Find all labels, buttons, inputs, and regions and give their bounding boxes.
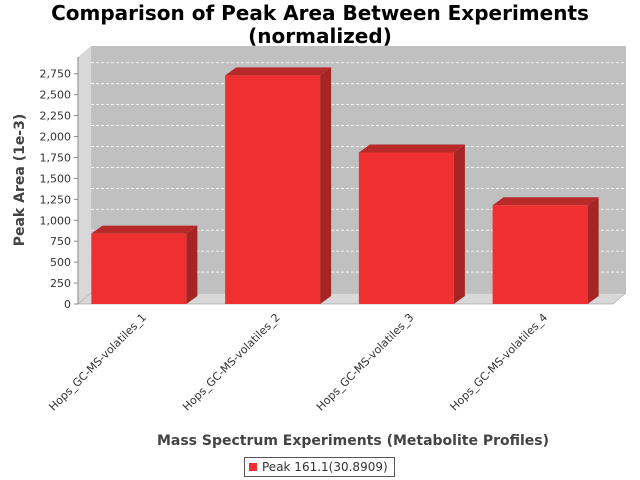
bar-front (225, 75, 321, 304)
y-tick-label: 2,500 (40, 89, 72, 102)
chart-title-line-1: Comparison of Peak Area Between Experime… (51, 1, 589, 25)
chart-title-line-2: (normalized) (248, 24, 392, 48)
bar-side (587, 197, 599, 304)
bar-top (358, 144, 465, 153)
bars (91, 67, 599, 304)
y-tick-label: 500 (50, 256, 71, 269)
y-tick-label: 1,500 (40, 172, 72, 185)
bar-top (492, 197, 599, 206)
x-tick-label: Hops_GC-MS-volatiles_3 (314, 311, 417, 414)
x-tick-label: Hops_GC-MS-volatiles_1 (46, 311, 149, 414)
bar-2 (225, 67, 332, 304)
y-tick-label: 250 (50, 277, 71, 290)
plot-left-wall (78, 46, 91, 304)
x-axis: Hops_GC-MS-volatiles_1 Hops_GC-MS-volatil… (46, 311, 550, 414)
y-tick-label: 1,750 (40, 151, 72, 164)
x-tick-label: Hops_GC-MS-volatiles_2 (180, 311, 283, 414)
bar-front (91, 233, 187, 304)
legend: Peak 161.1(30.8909) (244, 457, 395, 477)
bar-side (320, 67, 332, 304)
bar-front (358, 152, 454, 304)
bar-front (492, 205, 588, 304)
y-tick-label: 2,000 (40, 131, 72, 144)
bar-1 (91, 225, 198, 304)
y-tick-label: 0 (64, 298, 71, 311)
bar-chart: 0 250 500 750 1,000 1,250 1,500 1,750 2,000 2,250… (12, 46, 627, 449)
y-tick-label: 1,000 (40, 214, 72, 227)
legend-label: Peak 161.1(30.8909) (262, 460, 388, 474)
x-axis-title: Mass Spectrum Experiments (Metabolite Pr… (157, 433, 549, 449)
bar-3 (358, 144, 465, 304)
y-tick-label: 2,250 (40, 110, 72, 123)
y-tick-label: 2,750 (40, 68, 72, 81)
bar-side (453, 144, 465, 304)
bar-top (225, 67, 332, 76)
y-axis-title: Peak Area (1e-3) (12, 114, 28, 247)
legend-swatch (249, 463, 257, 471)
bar-4 (492, 197, 599, 304)
bar-top (91, 225, 198, 234)
chart-title: Comparison of Peak Area Between Experime… (0, 2, 640, 48)
y-tick-label: 1,250 (40, 193, 72, 206)
bar-side (186, 225, 198, 304)
y-tick-label: 750 (50, 235, 71, 248)
x-tick-label: Hops_GC-MS-volatiles_4 (448, 311, 551, 414)
y-axis: 0 250 500 750 1,000 1,250 1,500 1,750 2,000 2,250… (40, 57, 79, 311)
